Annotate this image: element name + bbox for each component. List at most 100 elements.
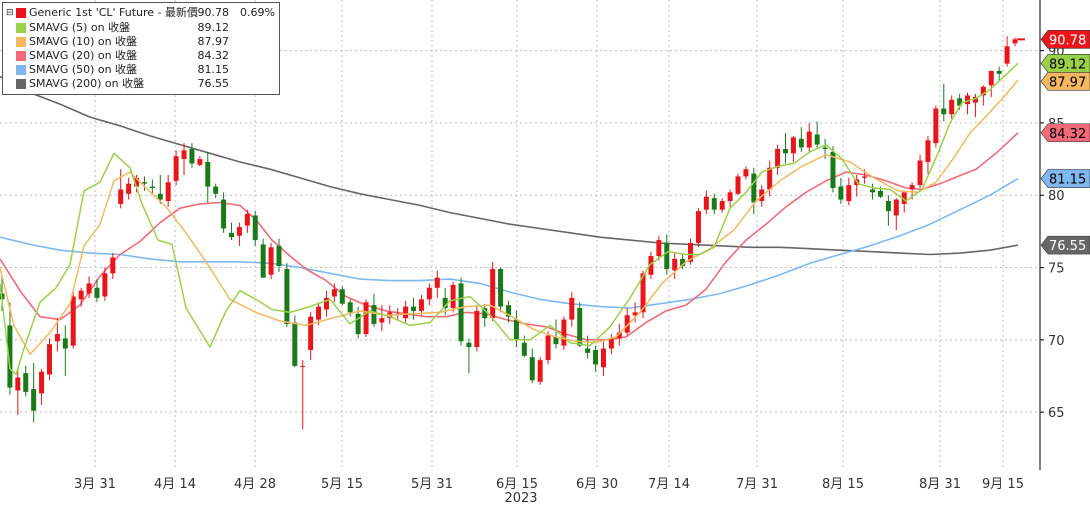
candle-down: [521, 335, 527, 358]
candle-up: [379, 305, 385, 332]
price-tag-label: 81.15: [1049, 173, 1086, 188]
x-tick-label: 7月 31: [736, 477, 778, 492]
candle-up: [46, 338, 52, 381]
candle-body: [213, 186, 219, 194]
sma200-line: [0, 75, 1019, 256]
price-tag-bg: [1040, 123, 1090, 143]
candle-down: [141, 176, 147, 191]
candle-body: [608, 338, 614, 349]
candle-down: [529, 348, 535, 384]
candle-body: [379, 318, 385, 323]
candle-body: [284, 268, 290, 324]
candle-body: [15, 377, 21, 391]
candle-body: [466, 342, 472, 348]
candle-up: [703, 190, 709, 215]
candle-body: [236, 227, 242, 236]
candle-up: [933, 105, 939, 148]
candle-up: [418, 295, 424, 316]
candle-body: [141, 182, 147, 184]
candle-up: [1012, 37, 1018, 47]
candle-body: [885, 201, 891, 212]
legend-row-sma10: SMAVG (10) on 收盤 87.97: [9, 35, 275, 49]
candle-up: [70, 292, 76, 349]
candle-body: [703, 196, 709, 210]
candle-down: [94, 279, 100, 303]
candle-down: [466, 338, 472, 374]
candle-body: [664, 242, 670, 269]
candle-body: [118, 189, 124, 204]
candle-body: [1004, 46, 1010, 64]
candle-body: [593, 349, 599, 365]
legend-swatch-main: [16, 8, 26, 18]
candle-body: [751, 173, 757, 203]
candle-up: [965, 92, 971, 115]
candle-body: [917, 160, 923, 186]
x-tick-label: 6月 15: [496, 477, 538, 492]
legend-row-main: ⊟ Generic 1st 'CL' Future - 最新價 90.78 0.…: [6, 6, 275, 20]
x-tick-label: 9月 15: [982, 477, 1024, 492]
candle-up: [268, 242, 274, 280]
candle-down: [513, 310, 519, 348]
candle-down: [205, 151, 211, 203]
candle-up: [624, 308, 630, 336]
candle-body: [157, 193, 163, 200]
candle-up: [78, 287, 84, 307]
minus-box-icon[interactable]: ⊟: [6, 8, 14, 18]
candle-up: [632, 302, 638, 323]
candle-up: [767, 160, 773, 197]
candle-body: [323, 297, 329, 310]
candle-body: [624, 315, 630, 333]
candle-body: [54, 334, 60, 342]
candle-body: [308, 316, 314, 350]
candle-down: [798, 127, 804, 152]
candle-body: [893, 199, 899, 216]
x-axis: 3月 31 4月 14 4月 28 5月 15 5月 31 6月 15 6月 30 7月 14…: [74, 477, 1024, 492]
candle-up: [450, 282, 456, 313]
candle-body: [490, 268, 496, 319]
candle-up: [648, 251, 654, 280]
candle-down: [941, 83, 947, 122]
legend-sma50-label: SMAVG (50) on 收盤: [29, 63, 138, 76]
candle-body: [165, 182, 171, 202]
x-tick-label: 5月 15: [321, 477, 363, 492]
price-tag: 84.32: [1040, 123, 1090, 143]
candle-body: [957, 98, 963, 106]
y-tick-label: 70: [1048, 334, 1065, 349]
candle-down: [996, 66, 1002, 81]
candle-up: [735, 173, 741, 196]
candle-body: [110, 257, 116, 274]
candle-up: [806, 122, 812, 152]
candle-body: [767, 167, 773, 190]
candle-body: [933, 108, 939, 144]
candle-up: [323, 290, 329, 317]
price-tag: 87.97: [1040, 72, 1090, 91]
candle-up: [308, 312, 314, 361]
candle-body: [229, 232, 235, 238]
candle-body: [846, 185, 852, 202]
candle-up: [688, 238, 694, 265]
candle-body: [577, 308, 583, 346]
candle-up: [1004, 36, 1010, 67]
candle-body: [197, 159, 203, 165]
price-tag-bg: [1040, 72, 1090, 91]
candle-body: [498, 268, 504, 307]
candle-body: [355, 313, 361, 335]
candle-down: [498, 267, 504, 313]
candle-down: [229, 222, 235, 241]
candle-down: [680, 254, 686, 269]
price-tag: 81.15: [1040, 169, 1090, 188]
candle-body: [656, 240, 662, 256]
candle-body: [553, 336, 559, 345]
candle-body: [482, 308, 488, 319]
candle-down: [664, 234, 670, 275]
candle-up: [537, 357, 543, 385]
candle-up: [917, 154, 923, 188]
candle-body: [347, 302, 353, 313]
candle-body: [585, 348, 591, 353]
short-moving-average-lines: [0, 38, 1025, 376]
candle-body: [782, 148, 788, 154]
y-tick-label: 80: [1048, 189, 1065, 204]
candle-body: [411, 306, 417, 311]
candle-body: [529, 357, 535, 381]
